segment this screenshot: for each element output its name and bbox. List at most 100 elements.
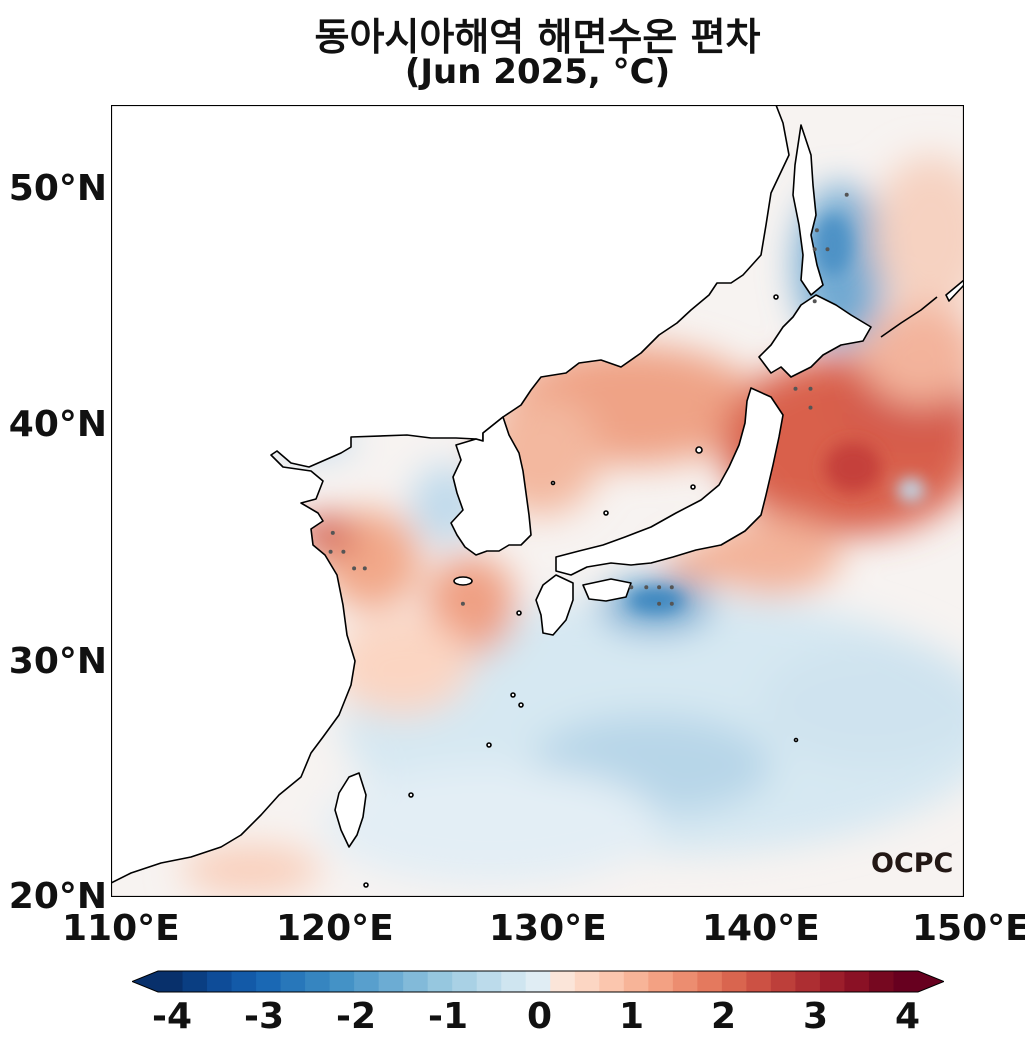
- colorbar-cell: [550, 971, 576, 992]
- land: [111, 105, 964, 888]
- map-title: 동아시아해역 해면수온 편차: [314, 15, 761, 59]
- colorbar-cell: [305, 971, 331, 992]
- island: [486, 742, 492, 748]
- colorbar-label: 4: [895, 996, 921, 1037]
- shikoku: [582, 578, 632, 602]
- lon-tick-label: 120°E: [276, 908, 394, 949]
- colorbar-cells: [132, 970, 944, 993]
- colorbar-cell: [207, 971, 233, 992]
- island: [690, 484, 696, 490]
- colorbar-label: 2: [711, 996, 737, 1037]
- colorbar-cell: [525, 971, 551, 992]
- significance-dot: [825, 247, 830, 252]
- island: [408, 792, 414, 798]
- significance-dot: [657, 601, 662, 606]
- island: [510, 692, 516, 698]
- korean-peninsula: [450, 416, 532, 556]
- colorbar-cell: [182, 971, 208, 992]
- significance-dot: [669, 585, 674, 590]
- significance-dot: [460, 601, 465, 606]
- colorbar-cell: [672, 971, 698, 992]
- colorbar-cell: [746, 971, 772, 992]
- colorbar-cell: [476, 971, 502, 992]
- significance-dot: [362, 566, 367, 571]
- jeju: [453, 576, 473, 586]
- significance-dot: [330, 530, 335, 535]
- colorbar-cell: [329, 971, 355, 992]
- significance-dot: [328, 549, 333, 554]
- colorbar-cell: [623, 971, 649, 992]
- colorbar-label: -2: [336, 996, 376, 1037]
- island: [518, 702, 524, 708]
- colorbar: [132, 970, 944, 993]
- colorbar-cell: [231, 971, 257, 992]
- ocpc-logo: OCPC: [871, 848, 953, 879]
- anomaly-blob: [181, 845, 321, 895]
- significance-dot: [814, 228, 819, 233]
- colorbar-cell: [868, 971, 894, 992]
- colorbar-label: 0: [527, 996, 553, 1037]
- significance-dot: [644, 585, 649, 590]
- significance-dot: [812, 247, 817, 252]
- colorbar-cell: [721, 971, 747, 992]
- map-border: [111, 105, 964, 897]
- colorbar-cell: [378, 971, 404, 992]
- island: [793, 737, 799, 743]
- colorbar-cell: [819, 971, 845, 992]
- kuril-islands: [880, 296, 938, 338]
- colorbar-extend-max: [918, 971, 944, 992]
- colorbar-cell: [501, 971, 527, 992]
- colorbar-cell: [403, 971, 429, 992]
- anomaly-blob: [331, 615, 471, 715]
- significance-dot: [341, 549, 346, 554]
- lat-tick-label: 50°N: [8, 168, 107, 209]
- significance-dot: [657, 585, 662, 590]
- hokkaido: [758, 294, 872, 378]
- anomaly-core: [897, 478, 925, 502]
- anomaly-blob: [321, 765, 661, 885]
- colorbar-cell: [427, 971, 453, 992]
- island: [603, 510, 609, 516]
- significance-dot: [844, 192, 849, 197]
- anomaly-core: [825, 442, 881, 492]
- colorbar-cell: [452, 971, 478, 992]
- colorbar-cell: [256, 971, 282, 992]
- colorbar-cell: [354, 971, 380, 992]
- significance-dot: [352, 566, 357, 571]
- taiwan: [334, 772, 367, 848]
- sst-anomaly-map: OCPC: [111, 105, 964, 897]
- kamchatka-edge: [945, 279, 964, 302]
- colorbar-cell: [795, 971, 821, 992]
- significance-dot: [808, 405, 813, 410]
- lon-tick-label: 150°E: [912, 908, 1025, 949]
- lat-tick-label: 40°N: [8, 404, 107, 445]
- colorbar-extend-min: [132, 971, 158, 992]
- sakhalin: [792, 124, 824, 296]
- lat-tick-label: 30°N: [8, 641, 107, 682]
- significance-dot: [808, 386, 813, 391]
- kyushu: [535, 574, 574, 636]
- colorbar-label: -4: [152, 996, 192, 1037]
- asian-continent: [111, 105, 790, 884]
- significance-dot: [812, 299, 817, 304]
- colorbar-cell: [158, 971, 184, 992]
- honshu: [555, 387, 784, 576]
- colorbar-label: 1: [619, 996, 645, 1037]
- anomaly-blob: [871, 155, 964, 315]
- colorbar-outline: [132, 970, 944, 993]
- significance-points: [328, 192, 849, 606]
- colorbar-label: -1: [428, 996, 468, 1037]
- anomaly-core: [628, 588, 684, 612]
- anomaly-core: [815, 215, 851, 275]
- significance-dot: [669, 601, 674, 606]
- colorbar-cell: [697, 971, 723, 992]
- lat-tick-label: 20°N: [8, 876, 107, 917]
- map-subtitle: (Jun 2025, °C): [404, 52, 671, 92]
- significance-dot: [629, 585, 634, 590]
- significance-dot: [793, 386, 798, 391]
- island: [516, 610, 522, 616]
- island: [773, 294, 779, 300]
- colorbar-cell: [844, 971, 870, 992]
- colorbar-cell: [599, 971, 625, 992]
- anomaly-blob: [666, 547, 726, 583]
